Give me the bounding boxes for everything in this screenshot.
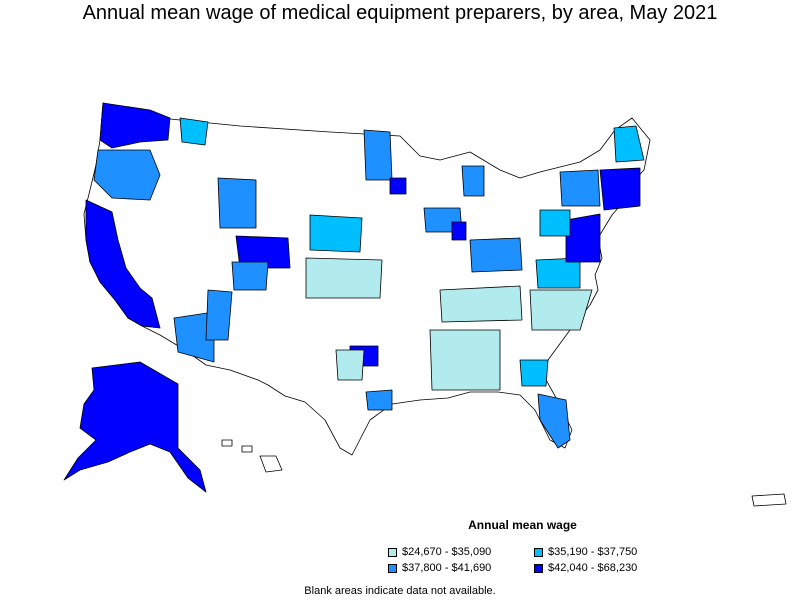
legend-label-4: $42,040 - $68,230 <box>548 562 638 574</box>
region-kansas <box>305 257 383 299</box>
hawaii-island-3 <box>259 455 283 473</box>
region-kentucky-tennessee <box>439 285 523 323</box>
region-washington-west <box>99 102 171 149</box>
puerto-rico <box>751 493 787 507</box>
region-new-england <box>599 167 641 211</box>
legend-label-3: $37,800 - $41,690 <box>402 562 492 574</box>
region-florida <box>537 393 571 449</box>
region-southeast <box>429 329 501 391</box>
legend-swatch-1 <box>388 547 397 557</box>
legend-item-3: $37,800 - $41,690 <box>388 562 491 574</box>
region-virginia <box>535 257 581 289</box>
hawaii-island-1 <box>221 439 233 447</box>
legend-label-1: $24,670 - $35,090 <box>402 546 492 558</box>
region-texas-east <box>335 349 365 381</box>
region-colorado-front <box>235 235 291 269</box>
hawaii-island-2 <box>241 445 253 453</box>
legend-item-1: $24,670 - $35,090 <box>388 546 491 558</box>
region-minneapolis <box>389 177 407 195</box>
region-maine <box>613 125 645 163</box>
region-arizona <box>173 311 215 363</box>
region-mid-atlantic <box>565 213 601 263</box>
region-pacific-coast <box>85 199 161 329</box>
region-georgia <box>519 359 549 387</box>
region-ohio-valley <box>469 237 523 273</box>
legend-title: Annual mean wage <box>468 518 577 532</box>
legend-swatch-3 <box>388 563 397 573</box>
region-nebraska <box>309 214 363 253</box>
map-title: Annual mean wage of medical equipment pr… <box>82 2 718 24</box>
legend-item-4: $42,040 - $68,230 <box>534 562 637 574</box>
region-pennsylvania <box>539 209 571 237</box>
region-oregon <box>93 149 161 201</box>
region-carolinas <box>529 289 593 331</box>
legend-swatch-2 <box>534 547 543 557</box>
region-new-mexico <box>205 289 233 341</box>
region-colorado-west <box>231 261 269 291</box>
footnote: Blank areas indicate data not available. <box>304 585 496 597</box>
legend-swatch-4 <box>534 563 543 573</box>
region-houston <box>365 389 393 411</box>
region-michigan <box>461 165 485 197</box>
region-eastern-wa <box>179 117 209 146</box>
region-new-york <box>559 169 601 207</box>
region-minnesota <box>363 129 393 181</box>
legend-label-2: $35,190 - $37,750 <box>548 546 638 558</box>
alaska <box>63 361 207 493</box>
legend-item-2: $35,190 - $37,750 <box>534 546 637 558</box>
region-idaho-wyoming <box>217 177 257 229</box>
region-chicago <box>451 221 467 241</box>
